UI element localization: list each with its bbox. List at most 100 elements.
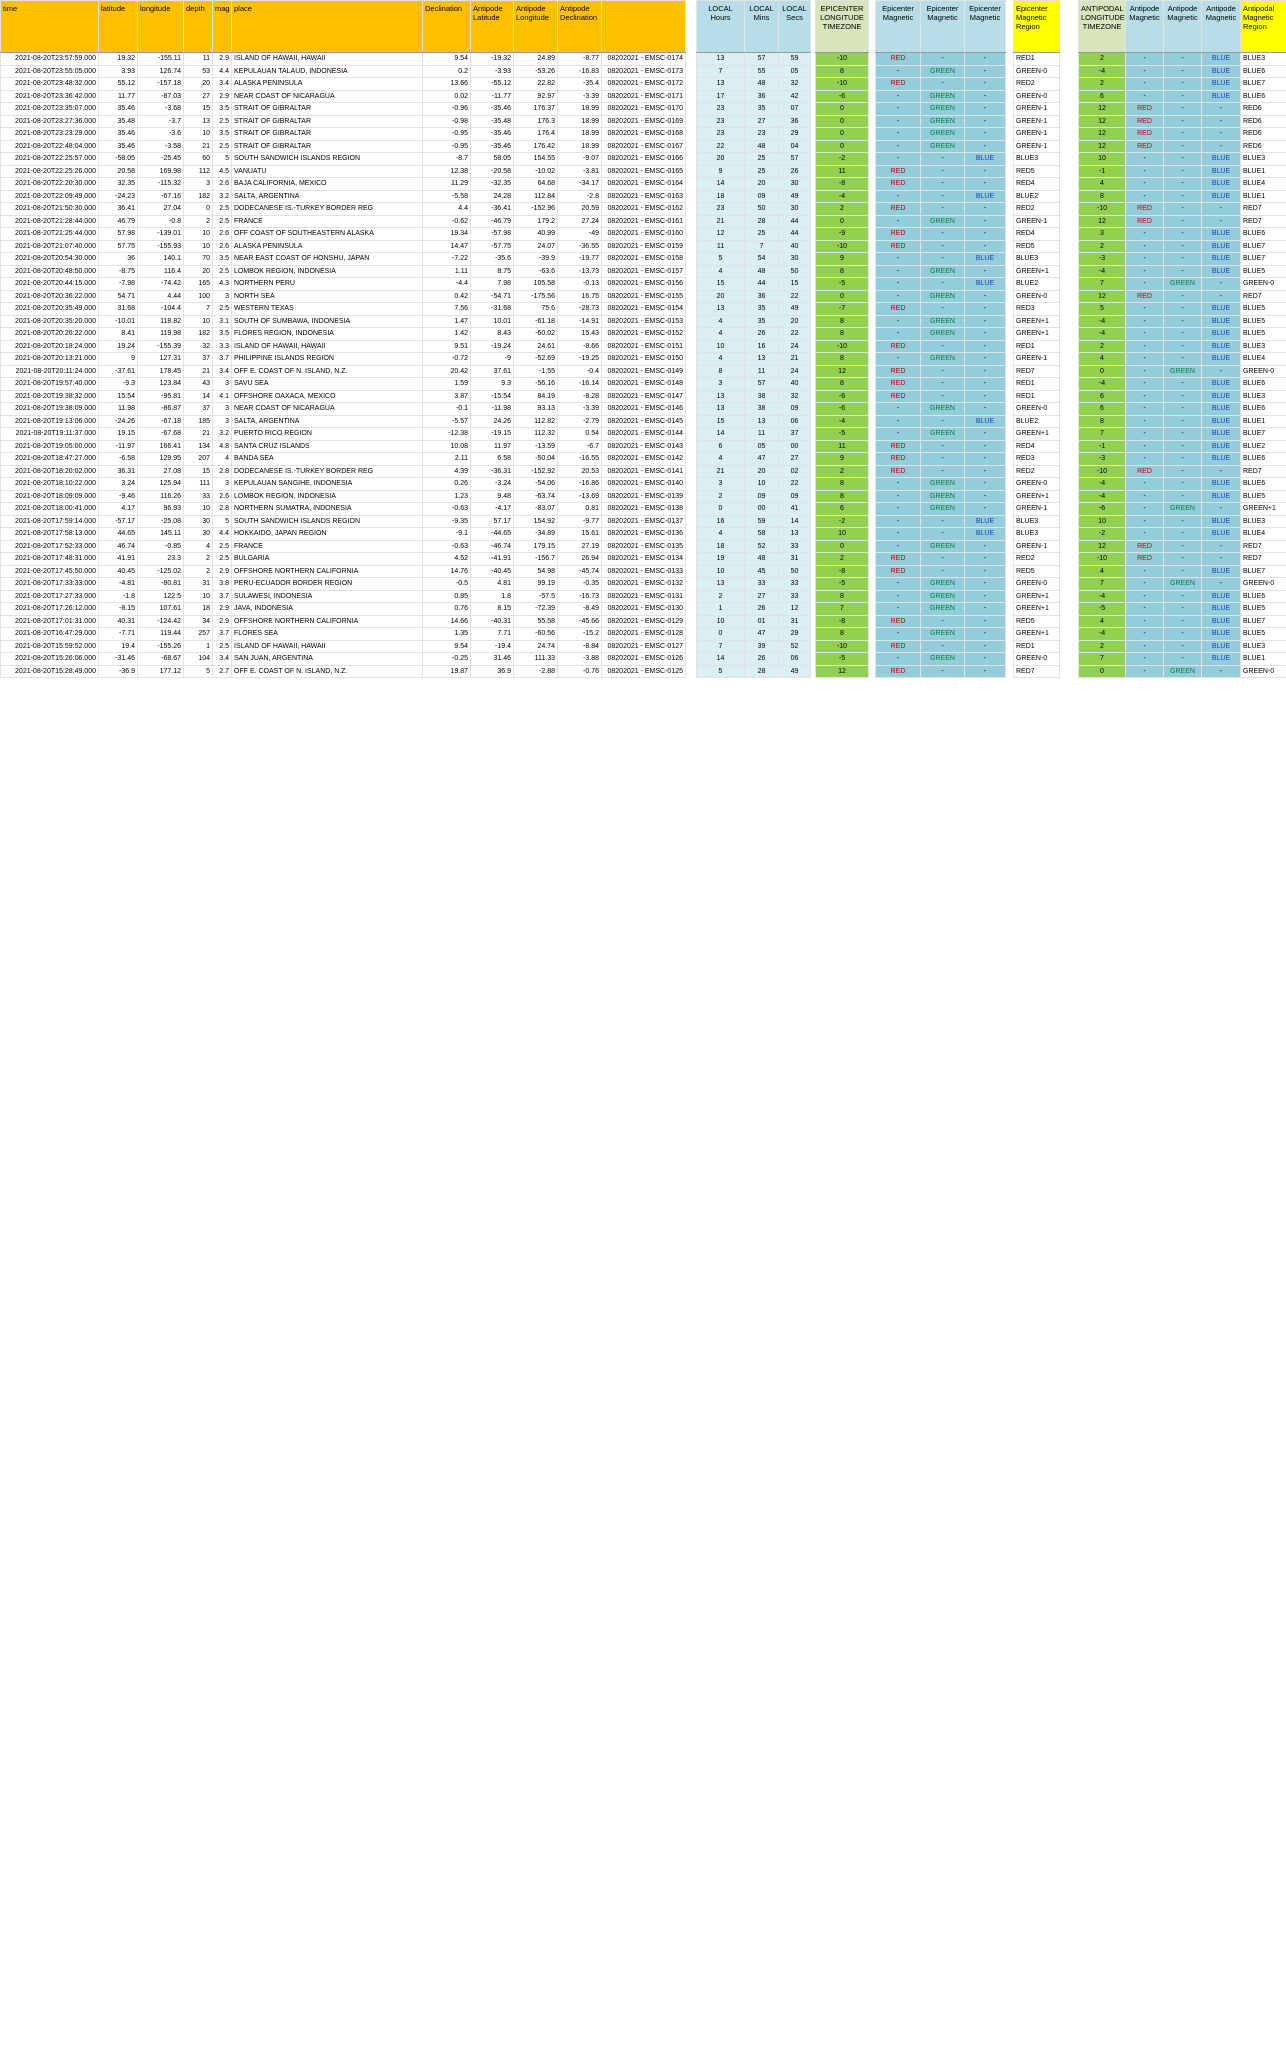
cell: 112 [183,164,213,178]
cell: 45 [744,564,779,578]
row: 2021-08-20T18:47:27.000 -6.58 129.95 207 4 BA… [0,452,1286,466]
cell: -8.75 [98,264,138,278]
cell: - [920,52,965,66]
cell: GREEN-1 [1013,139,1060,153]
cell: -16.73 [557,589,602,603]
gap [685,215,697,228]
cell: 176.37 [513,102,558,116]
cell: 3.4 [212,77,232,91]
cell: 13 [696,302,745,316]
cell: -4 [1078,314,1126,328]
cell: 08202021 - EMSC-0157 [601,264,686,278]
cell: 37 [183,402,213,416]
gap [1005,140,1014,153]
row: 2021-08-20T20:11:24.000 -37.61 178.45 21 3.4… [0,364,1286,378]
cell: -0.4 [557,364,602,378]
time-cell: 2021-08-20T17:33:33.000 [0,577,99,591]
cell: - [1125,64,1164,78]
cell: RED [875,452,921,466]
cell: -36.31 [470,464,514,478]
cell: 49 [778,664,811,678]
cell: BLUE [1201,652,1241,666]
cell: 84.19 [513,389,558,403]
cell: - [964,314,1006,328]
cell: - [1125,439,1164,453]
cell: -53.26 [513,64,558,78]
cell: 30 [778,177,811,191]
cell: 3.2 [212,189,232,203]
gap [810,402,816,415]
cell: 0 [815,289,869,303]
cell: BLUE3 [1013,252,1060,266]
gap [1059,327,1079,340]
cell: - [920,514,965,528]
cell: 8.43 [470,327,514,341]
cell: - [964,427,1006,441]
cell: RED3 [1013,302,1060,316]
cell: 11 [696,239,745,253]
cell: 48 [744,139,779,153]
cell: -10.01 [98,314,138,328]
gap [1005,377,1014,390]
cell: BLUE1 [1240,414,1286,428]
cell: 207 [183,452,213,466]
cell: GREEN [920,214,965,228]
gap [685,665,697,678]
cell: 08202021 - EMSC-0129 [601,614,686,628]
cell: 2 [815,552,869,566]
cell: BLUE1 [1240,164,1286,178]
cell: -9.3 [98,377,138,391]
time-cell: 2021-08-20T23:55:05.000 [0,64,99,78]
cell: GREEN [920,327,965,341]
gap [868,440,876,453]
gap [1005,565,1014,578]
place-cell: BAJA CALIFORNIA, MEXICO [231,177,423,191]
cell: 22.82 [513,77,558,91]
cell: - [1125,652,1164,666]
cell: 20 [183,77,213,91]
cell: 14.76 [422,564,471,578]
cell: - [1125,277,1164,291]
cell: 3.2 [212,427,232,441]
cell: - [875,527,921,541]
cell: BLUE5 [1240,327,1286,341]
gap [685,365,697,378]
place-cell: SOUTH SANDWICH ISLANDS REGION [231,152,423,166]
cell: -6 [1078,502,1126,516]
column-header: place [231,0,423,53]
cell: GREEN-0 [1013,64,1060,78]
cell: 54.98 [513,564,558,578]
cell: -37.61 [98,364,138,378]
gap [868,640,876,653]
cell: - [1163,264,1202,278]
cell: 19.24 [98,339,138,353]
gap [810,565,816,578]
gap [810,77,816,90]
cell: -9.77 [557,514,602,528]
gap [685,577,697,590]
time-cell: 2021-08-20T20:13:21.000 [0,352,99,366]
cell: -40.45 [470,564,514,578]
place-cell: SALTA, ARGENTINA [231,414,423,428]
cell: 08202021 - EMSC-0169 [601,114,686,128]
gap [810,327,816,340]
gap [685,265,697,278]
cell: -5 [815,277,869,291]
gap [1005,577,1014,590]
cell: GREEN [920,589,965,603]
gap [1005,402,1014,415]
cell: 30 [778,202,811,216]
cell: 08202021 - EMSC-0141 [601,464,686,478]
gap [685,602,697,615]
cell: GREEN-0 [1240,664,1286,678]
cell: -24.23 [98,189,138,203]
cell: 40 [778,239,811,253]
cell: - [964,639,1006,653]
cell: 11 [815,164,869,178]
cell: -95.81 [137,389,184,403]
cell: -3.81 [557,164,602,178]
cell: 9.3 [470,377,514,391]
cell: 24 [778,364,811,378]
cell: 08202021 - EMSC-0166 [601,152,686,166]
cell: 08202021 - EMSC-0156 [601,277,686,291]
